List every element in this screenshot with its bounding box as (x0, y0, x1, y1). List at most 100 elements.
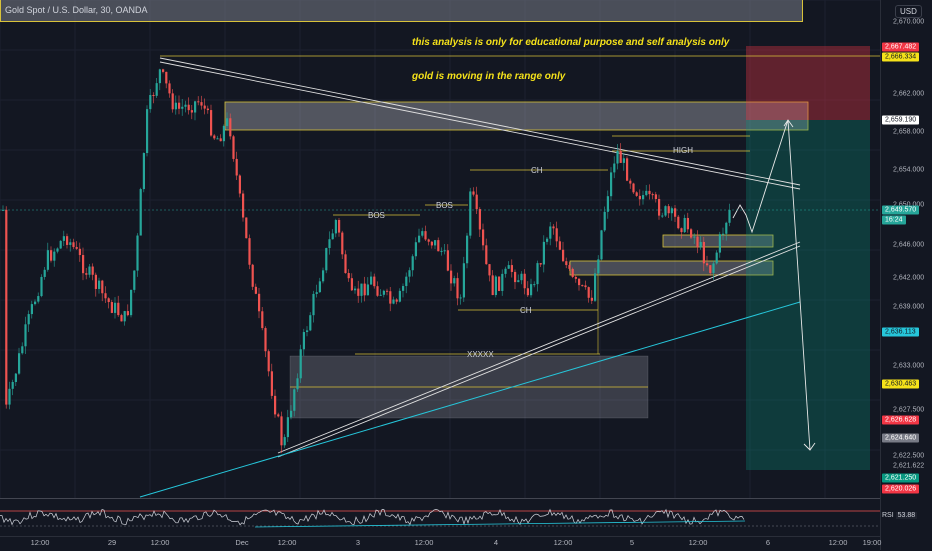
candle-body (594, 273, 597, 301)
tick-2633: 2,633.000 (893, 362, 925, 370)
time-label: 12:00 (30, 538, 50, 547)
candle-body (194, 101, 197, 113)
candle-body (264, 328, 267, 352)
time-label: 6 (765, 538, 771, 547)
tag-last-price: 2,649.570 (882, 205, 920, 215)
time-label: 29 (107, 538, 117, 547)
candle-body (446, 250, 449, 271)
candle-body (107, 298, 110, 303)
candle-body (117, 302, 120, 316)
candle-body (472, 191, 475, 195)
candle-body (66, 236, 69, 245)
candle-body (382, 290, 385, 295)
candle-body (568, 265, 571, 269)
tag-teal-line: 2,636.113 (882, 327, 919, 337)
currency-button[interactable]: USD (895, 5, 922, 18)
candle-body (338, 219, 341, 233)
tick-2622: 2,622.500 (893, 452, 925, 460)
candle-body (424, 231, 427, 240)
time-axis[interactable]: 12:00 29 12:00 Dec 12:00 3 12:00 4 12:00… (0, 536, 882, 551)
candle-body (440, 250, 443, 252)
candle-body (322, 270, 325, 282)
candle-body (414, 242, 417, 257)
candle-body (200, 102, 203, 106)
candle-body (597, 259, 600, 274)
candle-body (507, 265, 510, 269)
candle-body (56, 248, 59, 252)
candles (2, 68, 731, 454)
candle-body (133, 270, 136, 290)
candle-body (347, 273, 350, 279)
tag-stop-red: 2,667.482 (882, 42, 920, 52)
candle-body (216, 138, 219, 140)
candle-body (466, 235, 469, 264)
candle-body (120, 315, 123, 322)
candle-body (661, 215, 664, 217)
candle-body (146, 109, 149, 154)
candle-body (226, 118, 229, 127)
rsi-pane[interactable] (0, 498, 880, 537)
candle-body (325, 248, 328, 271)
candle-body (155, 83, 158, 96)
candle-body (677, 216, 680, 229)
candle-body (213, 135, 216, 139)
candle-body (370, 276, 373, 285)
candle-body (674, 208, 677, 217)
candle-body (638, 195, 641, 200)
tick-2670: 2,670.000 (893, 18, 925, 26)
candle-body (539, 263, 542, 265)
candle-body (386, 290, 389, 292)
candle-body (37, 296, 40, 302)
candle-body (101, 280, 104, 294)
candle-body (360, 283, 363, 296)
candle-body (158, 69, 161, 84)
tick-2646: 2,646.000 (893, 241, 925, 249)
candle-body (606, 196, 609, 212)
tick-2642: 2,642.000 (893, 274, 925, 282)
candle-body (280, 416, 283, 446)
price-chart[interactable]: BOS BOS CH CH HIGH XXXXX (0, 0, 880, 498)
candle-body (190, 110, 193, 113)
stop-loss-zone (746, 46, 870, 120)
candle-body (408, 270, 411, 277)
candle-body (405, 276, 408, 287)
candle-body (571, 268, 574, 277)
candle-body (85, 273, 88, 275)
candle-body (254, 286, 257, 294)
time-label: 12:00 (553, 538, 573, 547)
chart-area[interactable]: BOS BOS CH CH HIGH XXXXX Gold Spot / U.S… (0, 0, 880, 498)
candle-body (616, 150, 619, 164)
candle-body (354, 288, 357, 291)
candle-body (248, 238, 251, 265)
tick-2621: 2,621.622 (893, 462, 925, 470)
tag-countdown: 16:24 (882, 215, 906, 225)
candle-body (277, 414, 280, 417)
candle-body (82, 255, 85, 274)
tag-red-bottom: 2,620.026 (882, 484, 920, 494)
candle-body (53, 251, 56, 261)
symbol-title[interactable]: Gold Spot / U.S. Dollar, 30, OANDA (5, 5, 148, 15)
tag-green-tp: 2,621.250 (882, 473, 920, 483)
price-scale[interactable] (880, 0, 932, 550)
candle-body (610, 172, 613, 197)
candle-body (434, 240, 437, 246)
supply-zone-top (224, 101, 809, 131)
candle-body (78, 248, 81, 256)
candle-body (619, 150, 622, 163)
candle-body (312, 293, 315, 316)
candle-body (258, 293, 261, 312)
candle-body (152, 94, 155, 96)
candle-body (46, 250, 49, 270)
candle-body (162, 69, 165, 72)
candle-body (21, 346, 24, 354)
candle-body (629, 180, 632, 184)
candle-body (363, 283, 366, 296)
candle-body (603, 211, 606, 231)
label-ch-2: CH (520, 306, 532, 315)
time-label: 19:00 (862, 538, 882, 547)
candle-body (696, 236, 699, 248)
candle-body (693, 236, 696, 238)
candle-body (206, 108, 209, 111)
candle-body (328, 239, 331, 249)
candle-body (482, 229, 485, 246)
